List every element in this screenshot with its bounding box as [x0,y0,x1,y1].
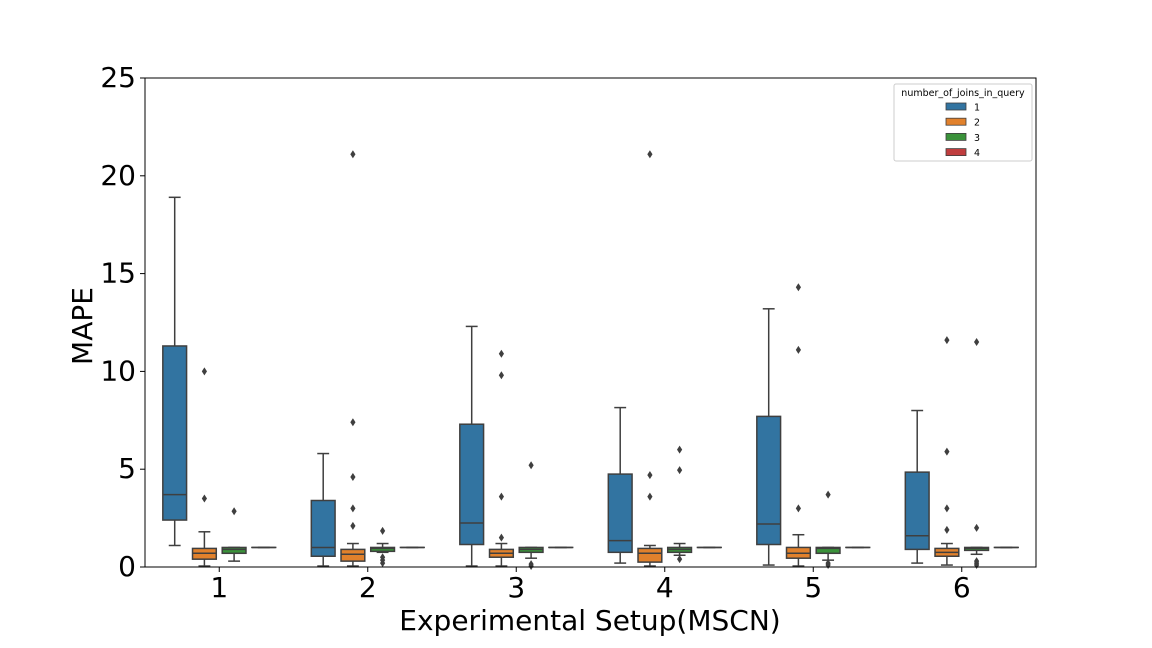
box-series-2-setup-6 [934,336,960,566]
box [637,547,663,563]
plot-frame [144,77,1037,568]
x-tick-label: 1 [210,571,228,604]
box-series-1-setup-3 [459,325,485,567]
box-series-1-setup-5 [756,308,782,566]
box-series-1-setup-1 [162,196,188,547]
x-axis-title: Experimental Setup(MSCN) [399,604,780,637]
outlier-point [647,471,653,480]
y-tick-label: 15 [100,257,136,290]
y-tick-label: 20 [100,159,136,192]
outlier-point [944,336,950,345]
box-series-3-setup-3 [518,461,544,571]
legend-entries: 1 2 3 4 [945,102,980,159]
box [162,345,188,521]
box [340,548,366,562]
outlier-point [350,521,356,530]
outlier-point [677,466,683,475]
outlier-point [974,557,980,566]
box-series-3-setup-5 [815,490,841,570]
outlier-point [944,447,950,456]
outlier-point [380,526,386,535]
outlier-point [974,338,980,347]
box-series-3-setup-6 [963,338,990,570]
outlier-point [825,490,831,499]
outlier-point [528,461,534,470]
y-tick-label: 25 [100,61,136,94]
outlier-point [944,504,950,513]
outlier-point [795,283,801,292]
box [459,423,485,546]
plot-marks [162,150,1019,571]
outlier-point [350,150,356,159]
y-axis-title: MAPE [66,287,99,365]
x-tick-label: 3 [507,571,525,604]
box-series-2-setup-2 [340,150,366,567]
box-series-1-setup-2 [310,452,336,567]
y-axis: 0 5 10 15 20 25 [100,61,145,583]
outlier-point [380,553,386,562]
outlier-point [825,559,831,568]
outlier-point [974,523,980,532]
outlier-point [231,507,237,516]
outlier-point [350,418,356,427]
outlier-point [498,371,504,380]
y-tick-label: 0 [118,550,136,583]
box-series-2-setup-1 [191,367,218,567]
x-tick-label: 2 [359,571,377,604]
outlier-point [944,525,950,534]
box [756,415,782,546]
legend-swatch [945,132,967,141]
outlier-point [350,473,356,482]
box-series-1-setup-6 [904,409,930,564]
outlier-point [201,367,207,376]
y-tick-label: 10 [100,354,136,387]
box [904,471,930,551]
x-tick-label: 6 [953,571,971,604]
x-tick-label: 5 [804,571,822,604]
box-series-1-setup-4 [607,406,633,564]
box [369,546,396,553]
outlier-point [350,504,356,513]
outlier-point [647,150,653,159]
outlier-point [795,504,801,513]
legend: number_of_joins_in_query 1 2 3 4 [893,83,1033,162]
outlier-point [201,494,207,503]
box [815,546,841,555]
box-series-2-setup-3 [488,349,515,567]
outlier-point [795,345,801,354]
box-series-2-setup-4 [637,150,663,567]
outlier-point [677,445,683,454]
legend-swatch [945,117,967,126]
legend-label: 3 [974,133,980,144]
box-series-3-setup-1 [221,507,247,562]
x-tick-label: 4 [656,571,674,604]
legend-label: 4 [974,148,980,159]
legend-swatch [945,148,967,157]
outlier-point [528,560,534,569]
legend-swatch [945,102,967,111]
x-axis: 1 2 3 4 5 6 [210,567,971,604]
outlier-point [498,492,504,501]
box [221,546,247,555]
legend-label: 2 [974,118,980,129]
box-series-3-setup-2 [369,526,396,568]
outlier-point [498,349,504,358]
outlier-point [498,533,504,542]
outlier-point [647,492,653,501]
box-series-2-setup-5 [785,283,812,567]
legend-label: 1 [974,103,980,114]
box-series-3-setup-4 [666,445,693,564]
box [607,473,633,554]
legend-title: number_of_joins_in_query [901,88,1025,99]
box [310,499,336,557]
y-tick-label: 5 [118,452,136,485]
outlier-point [677,555,683,564]
